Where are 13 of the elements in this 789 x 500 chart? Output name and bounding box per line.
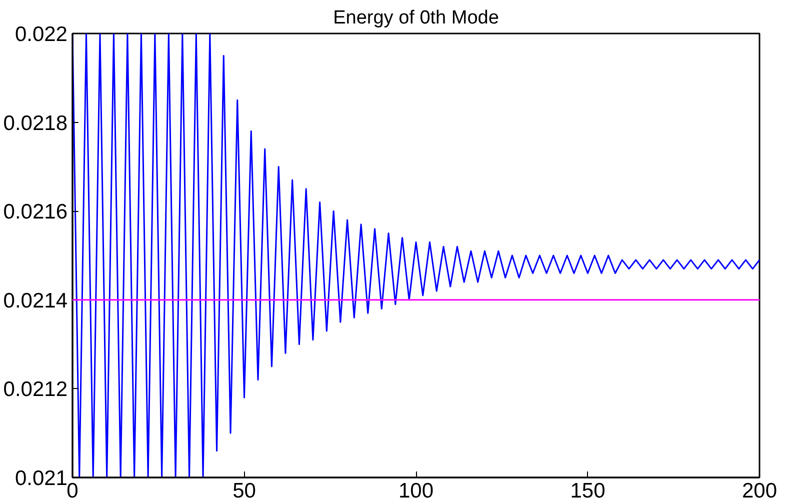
x-tick-label: 150 xyxy=(570,480,606,500)
y-tick-label: 0.0216 xyxy=(3,200,68,224)
y-tick-label: 0.0212 xyxy=(3,378,68,402)
chart-title: Energy of 0th Mode xyxy=(333,8,499,28)
x-tick-label: 200 xyxy=(742,480,778,500)
y-tick-label: 0.0218 xyxy=(3,112,68,135)
x-tick-label: 50 xyxy=(232,480,256,500)
y-tick-label: 0.022 xyxy=(14,23,68,46)
y-tick-label: 0.0214 xyxy=(3,289,68,312)
y-tick-label: 0.021 xyxy=(14,467,68,490)
x-tick-label: 0 xyxy=(66,480,78,500)
x-tick-label: 100 xyxy=(398,480,434,500)
line-series xyxy=(72,34,760,478)
